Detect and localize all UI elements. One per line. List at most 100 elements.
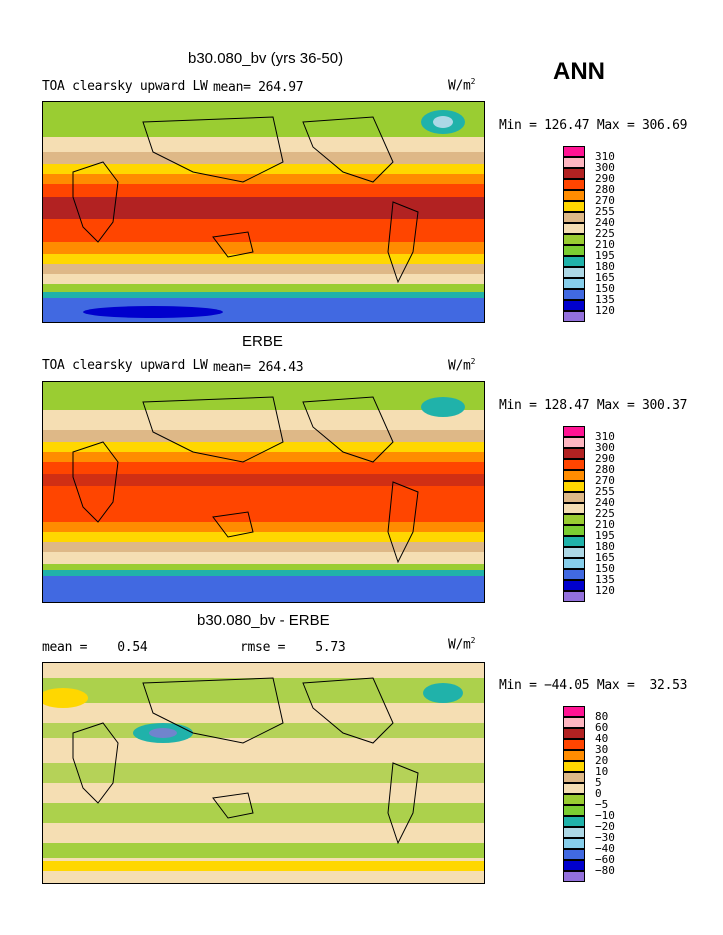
legend-label: 0: [595, 787, 602, 800]
legend-label: 225: [595, 507, 615, 520]
legend-swatch: [563, 256, 585, 267]
panel1-map: [42, 101, 485, 323]
legend-label: 310: [595, 430, 615, 443]
legend-label: 310: [595, 150, 615, 163]
legend-swatch: [563, 311, 585, 322]
legend-swatch: [563, 805, 585, 816]
legend-swatch: [563, 426, 585, 437]
legend-label: −80: [595, 864, 615, 877]
panel3-minmax: Min = −44.05 Max = 32.53: [499, 678, 688, 693]
panel2-title: ERBE: [242, 333, 283, 350]
legend-label: 60: [595, 721, 609, 734]
legend-swatch: [563, 146, 585, 157]
legend-swatch: [563, 536, 585, 547]
legend-label: −20: [595, 820, 615, 833]
legend-swatch: [563, 481, 585, 492]
legend-swatch: [563, 783, 585, 794]
legend-label: 40: [595, 732, 609, 745]
legend-swatch: [563, 849, 585, 860]
legend-label: 135: [595, 293, 615, 306]
panel3-mean: mean = 0.54: [42, 640, 148, 655]
legend-swatch: [563, 591, 585, 602]
legend-label: 270: [595, 474, 615, 487]
legend-swatch: [563, 558, 585, 569]
legend-swatch: [563, 190, 585, 201]
legend-label: 225: [595, 227, 615, 240]
legend-label: −60: [595, 853, 615, 866]
legend-label: 165: [595, 551, 615, 564]
legend-label: 240: [595, 216, 615, 229]
legend-swatch: [563, 157, 585, 168]
legend-swatch: [563, 525, 585, 536]
panel3-map: [42, 662, 485, 884]
legend-swatch: [563, 860, 585, 871]
panel1-minmax: Min = 126.47 Max = 306.69: [499, 118, 688, 133]
legend-label: 210: [595, 238, 615, 251]
panel1-mean: mean= 264.97: [213, 80, 304, 95]
legend-label: 290: [595, 452, 615, 465]
legend-swatch: [563, 492, 585, 503]
legend-label: 80: [595, 710, 609, 723]
panel3-title: b30.080_bv - ERBE: [197, 612, 330, 629]
legend-swatch: [563, 838, 585, 849]
panel1-units: W/m2: [448, 77, 476, 94]
legend-label: 20: [595, 754, 609, 767]
legend-swatch: [563, 739, 585, 750]
legend-label: 5: [595, 776, 602, 789]
legend-swatch: [563, 223, 585, 234]
legend-swatch: [563, 728, 585, 739]
legend-swatch: [563, 706, 585, 717]
legend-label: 30: [595, 743, 609, 756]
legend-label: 180: [595, 540, 615, 553]
legend-label: 10: [595, 765, 609, 778]
legend-label: 120: [595, 304, 615, 317]
legend-swatch: [563, 437, 585, 448]
legend-swatch: [563, 267, 585, 278]
panel2-mean: mean= 264.43: [213, 360, 304, 375]
legend-swatch: [563, 289, 585, 300]
legend-swatch: [563, 794, 585, 805]
legend-label: 255: [595, 485, 615, 498]
panel2-variable: TOA clearsky upward LW: [42, 358, 208, 373]
legend-label: 150: [595, 562, 615, 575]
legend-label: 120: [595, 584, 615, 597]
legend-label: 290: [595, 172, 615, 185]
panel1-title: b30.080_bv (yrs 36-50): [188, 50, 344, 67]
legend-swatch: [563, 300, 585, 311]
legend-label: 180: [595, 260, 615, 273]
legend-label: 165: [595, 271, 615, 284]
legend-swatch: [563, 569, 585, 580]
legend-swatch: [563, 245, 585, 256]
legend-label: −30: [595, 831, 615, 844]
legend-swatch: [563, 201, 585, 212]
panel2-map: [42, 381, 485, 603]
legend-label: −40: [595, 842, 615, 855]
legend-swatch: [563, 750, 585, 761]
legend-swatch: [563, 448, 585, 459]
legend-label: −10: [595, 809, 615, 822]
legend-label: 210: [595, 518, 615, 531]
legend-swatch: [563, 168, 585, 179]
legend-swatch: [563, 580, 585, 591]
legend-label: 150: [595, 282, 615, 295]
season-label: ANN: [553, 58, 605, 85]
legend-label: 135: [595, 573, 615, 586]
legend-label: 195: [595, 249, 615, 262]
legend-swatch: [563, 514, 585, 525]
panel3-units: W/m2: [448, 636, 476, 653]
legend-swatch: [563, 816, 585, 827]
legend-label: 255: [595, 205, 615, 218]
legend-swatch: [563, 503, 585, 514]
legend-label: −5: [595, 798, 609, 811]
legend-swatch: [563, 212, 585, 223]
legend-swatch: [563, 761, 585, 772]
legend-swatch: [563, 179, 585, 190]
legend-label: 270: [595, 194, 615, 207]
legend-swatch: [563, 717, 585, 728]
legend-swatch: [563, 871, 585, 882]
legend-label: 300: [595, 441, 615, 454]
legend-label: 300: [595, 161, 615, 174]
legend-label: 195: [595, 529, 615, 542]
legend-swatch: [563, 772, 585, 783]
legend-swatch: [563, 278, 585, 289]
